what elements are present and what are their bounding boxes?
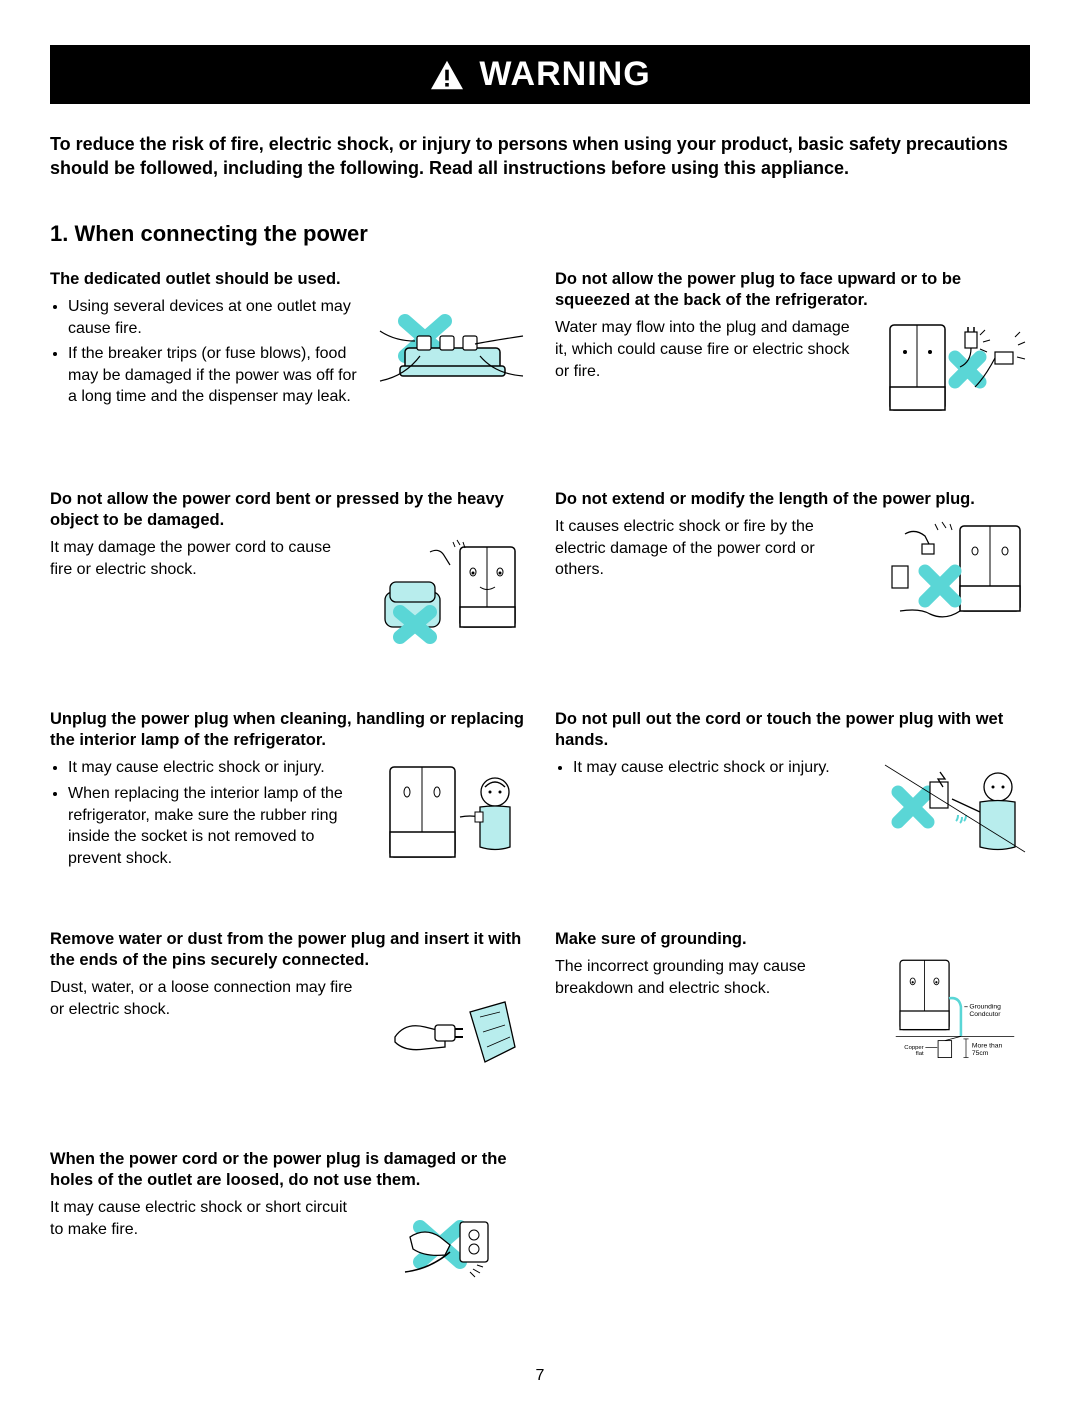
item-heading: Do not extend or modify the length of th… <box>555 489 1030 510</box>
intro-text: To reduce the risk of fire, electric sho… <box>50 132 1030 181</box>
warning-item: Unplug the power plug when cleaning, han… <box>50 709 525 889</box>
item-heading: Do not allow the power cord bent or pres… <box>50 489 525 532</box>
item-text: The incorrect grounding may cause breakd… <box>555 956 862 999</box>
item-heading: When the power cord or the power plug is… <box>50 1149 525 1192</box>
item-heading: Unplug the power plug when cleaning, han… <box>50 709 525 752</box>
warning-item: Do not pull out the cord or touch the po… <box>555 709 1030 889</box>
warning-item: Make sure of grounding. The incorrect gr… <box>555 929 1030 1066</box>
item-heading: Remove water or dust from the power plug… <box>50 929 525 972</box>
illustration-cord-pressed <box>375 537 525 647</box>
warning-label: WARNING <box>479 55 650 94</box>
illustration-grounding: Grounding Condcutor Copper flat More tha… <box>880 956 1030 1066</box>
illustration-wet-hands <box>880 757 1030 867</box>
warning-banner: WARNING <box>50 45 1030 104</box>
item-heading: Do not allow the power plug to face upwa… <box>555 269 1030 312</box>
item-text: It may damage the power cord to cause fi… <box>50 537 357 580</box>
illustration-power-strip <box>375 296 525 406</box>
svg-text:Condcutor: Condcutor <box>969 1011 1001 1018</box>
page-number: 7 <box>0 1367 1080 1385</box>
illustration-unplug-cleaning <box>375 757 525 867</box>
warning-item: When the power cord or the power plug is… <box>50 1149 525 1308</box>
illustration-damaged-cord <box>375 1197 525 1307</box>
warning-icon <box>429 59 465 91</box>
right-column: Do not allow the power plug to face upwa… <box>555 269 1030 1348</box>
item-text: Water may flow into the plug and damage … <box>555 317 862 382</box>
item-heading: Do not pull out the cord or touch the po… <box>555 709 1030 752</box>
item-text: It may cause electric shock or injury. <box>555 757 862 783</box>
warning-item: Remove water or dust from the power plug… <box>50 929 525 1109</box>
illustration-extend-cord <box>880 516 1030 626</box>
label-grounding: Grounding <box>969 1003 1001 1010</box>
item-heading: The dedicated outlet should be used. <box>50 269 525 290</box>
illustration-plug-squeezed <box>880 317 1030 427</box>
item-text: Using several devices at one outlet may … <box>50 296 357 412</box>
warning-item: Do not allow the power plug to face upwa… <box>555 269 1030 449</box>
item-text: It may cause electric shock or short cir… <box>50 1197 357 1240</box>
left-column: The dedicated outlet should be used. Usi… <box>50 269 525 1348</box>
content-columns: The dedicated outlet should be used. Usi… <box>50 269 1030 1348</box>
item-text: It causes electric shock or fire by the … <box>555 516 862 581</box>
illustration-clean-plug <box>375 977 525 1087</box>
item-heading: Make sure of grounding. <box>555 929 1030 950</box>
section-title: 1. When connecting the power <box>50 221 1030 247</box>
item-text: Dust, water, or a loose connection may f… <box>50 977 357 1020</box>
svg-text:flat: flat <box>916 1051 924 1057</box>
warning-item: Do not extend or modify the length of th… <box>555 489 1030 669</box>
warning-item: Do not allow the power cord bent or pres… <box>50 489 525 669</box>
label-depth: More than <box>972 1042 1003 1049</box>
warning-item: The dedicated outlet should be used. Usi… <box>50 269 525 449</box>
svg-text:75cm: 75cm <box>972 1050 989 1057</box>
item-text: It may cause electric shock or injury. W… <box>50 757 357 873</box>
